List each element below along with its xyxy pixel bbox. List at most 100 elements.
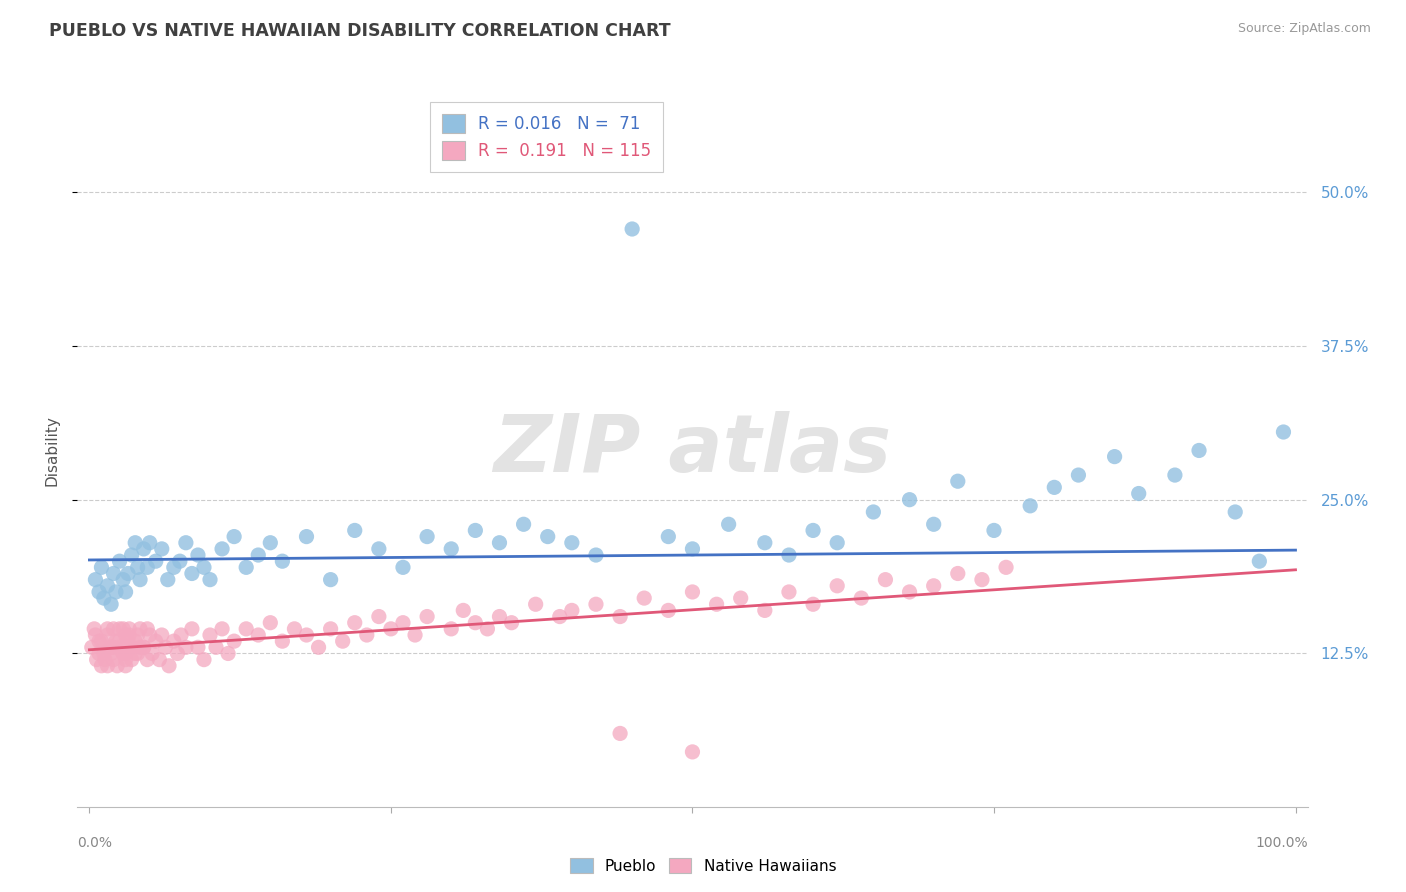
- Point: [150, 628, 173, 642]
- Point: [100, 597, 122, 611]
- Point: [682, 541, 704, 556]
- Point: [488, 535, 510, 549]
- Point: [118, 622, 141, 636]
- Point: [127, 647, 149, 661]
- Point: [308, 640, 330, 655]
- Point: [124, 535, 146, 549]
- Point: [380, 622, 402, 636]
- Point: [84, 628, 107, 642]
- Point: [801, 597, 824, 611]
- Legend: R = 0.016   N =  71, R =  0.191   N = 115: R = 0.016 N = 71, R = 0.191 N = 115: [430, 102, 664, 172]
- Point: [235, 560, 257, 574]
- Point: [169, 554, 191, 568]
- Point: [166, 647, 188, 661]
- Point: [80, 640, 103, 655]
- Point: [259, 615, 281, 630]
- Point: [112, 573, 135, 587]
- Point: [488, 609, 510, 624]
- Point: [319, 573, 342, 587]
- Point: [121, 652, 143, 666]
- Point: [103, 622, 125, 636]
- Point: [922, 517, 945, 532]
- Point: [235, 622, 257, 636]
- Point: [96, 622, 118, 636]
- Point: [124, 634, 146, 648]
- Point: [621, 222, 644, 236]
- Point: [946, 566, 969, 581]
- Point: [224, 530, 246, 544]
- Point: [94, 652, 117, 666]
- Point: [778, 548, 800, 562]
- Point: [93, 640, 115, 655]
- Point: [922, 579, 945, 593]
- Text: 0.0%: 0.0%: [77, 837, 112, 850]
- Point: [138, 628, 160, 642]
- Point: [1043, 480, 1066, 494]
- Point: [367, 609, 389, 624]
- Point: [163, 634, 186, 648]
- Point: [453, 603, 475, 617]
- Point: [682, 745, 704, 759]
- Point: [132, 640, 155, 655]
- Point: [464, 615, 486, 630]
- Text: ZIP atlas: ZIP atlas: [494, 411, 891, 490]
- Point: [198, 628, 221, 642]
- Point: [117, 566, 139, 581]
- Point: [187, 640, 209, 655]
- Point: [875, 573, 897, 587]
- Point: [416, 609, 439, 624]
- Text: 100.0%: 100.0%: [1256, 837, 1308, 850]
- Point: [343, 615, 366, 630]
- Point: [141, 647, 163, 661]
- Point: [90, 634, 112, 648]
- Point: [93, 591, 115, 606]
- Point: [609, 609, 631, 624]
- Point: [343, 524, 366, 538]
- Point: [524, 597, 547, 611]
- Point: [754, 535, 776, 549]
- Point: [332, 634, 354, 648]
- Point: [90, 560, 112, 574]
- Point: [132, 640, 155, 655]
- Point: [93, 647, 115, 661]
- Point: [247, 548, 270, 562]
- Point: [1104, 450, 1126, 464]
- Point: [157, 658, 180, 673]
- Point: [1249, 554, 1271, 568]
- Point: [295, 628, 318, 642]
- Point: [995, 560, 1018, 574]
- Point: [825, 579, 848, 593]
- Point: [1019, 499, 1042, 513]
- Point: [825, 535, 848, 549]
- Point: [801, 524, 824, 538]
- Point: [404, 628, 426, 642]
- Point: [129, 573, 152, 587]
- Point: [217, 647, 239, 661]
- Point: [114, 647, 136, 661]
- Point: [103, 652, 125, 666]
- Point: [136, 652, 159, 666]
- Point: [193, 652, 215, 666]
- Text: Source: ZipAtlas.com: Source: ZipAtlas.com: [1237, 22, 1371, 36]
- Point: [96, 579, 118, 593]
- Point: [114, 658, 136, 673]
- Point: [633, 591, 655, 606]
- Point: [512, 517, 534, 532]
- Point: [150, 541, 173, 556]
- Point: [108, 640, 131, 655]
- Point: [717, 517, 740, 532]
- Point: [537, 530, 560, 544]
- Point: [561, 603, 583, 617]
- Point: [86, 652, 108, 666]
- Point: [103, 566, 125, 581]
- Point: [319, 622, 342, 636]
- Point: [1225, 505, 1247, 519]
- Point: [180, 622, 202, 636]
- Point: [851, 591, 873, 606]
- Point: [127, 628, 149, 642]
- Point: [127, 560, 149, 574]
- Point: [983, 524, 1005, 538]
- Point: [259, 535, 281, 549]
- Point: [170, 628, 193, 642]
- Point: [124, 647, 146, 661]
